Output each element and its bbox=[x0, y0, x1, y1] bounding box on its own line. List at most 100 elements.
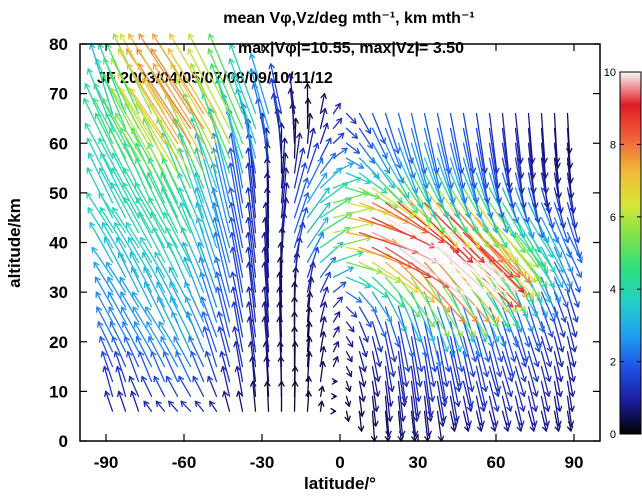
vector-arrow bbox=[148, 336, 166, 368]
vector-arrow bbox=[475, 410, 484, 432]
vector-arrow bbox=[345, 336, 354, 348]
vector-arrow bbox=[332, 311, 341, 323]
y-tick-label: 20 bbox=[49, 333, 68, 352]
vector-arrow bbox=[113, 351, 127, 383]
vector-arrow bbox=[96, 306, 114, 338]
vector-arrow bbox=[436, 127, 454, 189]
vector-arrow bbox=[122, 321, 140, 353]
vector-arrow bbox=[332, 296, 343, 308]
vector-arrow bbox=[278, 122, 285, 174]
vector-arrow bbox=[397, 291, 422, 343]
vector-arrow bbox=[449, 127, 466, 189]
vector-arrow bbox=[183, 256, 205, 308]
vector-arrow bbox=[423, 261, 478, 323]
vector-arrow bbox=[228, 58, 257, 130]
vector-arrow bbox=[540, 410, 549, 432]
vector-arrow bbox=[212, 217, 231, 278]
vector-arrow bbox=[475, 142, 491, 204]
vector-arrow bbox=[98, 336, 114, 368]
vector-arrow bbox=[527, 112, 536, 164]
vector-arrow bbox=[540, 380, 551, 412]
vector-arrow bbox=[423, 291, 449, 353]
vector-arrow bbox=[319, 137, 332, 159]
vector-arrow bbox=[306, 172, 328, 204]
vector-arrow bbox=[306, 187, 330, 219]
vector-arrow bbox=[371, 321, 384, 353]
vector-arrow bbox=[345, 112, 357, 125]
vector-arrow bbox=[553, 217, 573, 259]
vector-arrow bbox=[331, 393, 337, 400]
vector-arrow bbox=[371, 187, 416, 219]
vector-arrow bbox=[358, 291, 378, 313]
vector-arrow bbox=[345, 321, 355, 333]
vector-arrow bbox=[345, 157, 365, 169]
vector-arrow bbox=[120, 306, 140, 338]
vector-arrow bbox=[514, 380, 526, 412]
vector-arrow bbox=[449, 172, 479, 234]
vector-arrow bbox=[553, 351, 564, 383]
vector-arrow bbox=[488, 202, 526, 254]
vector-arrow bbox=[306, 217, 329, 249]
vector-arrow bbox=[344, 410, 351, 422]
vector-arrow bbox=[449, 112, 465, 174]
vector-arrow bbox=[112, 33, 153, 115]
vector-arrow bbox=[449, 380, 460, 422]
vector-arrow bbox=[101, 221, 127, 264]
vector-arrow bbox=[501, 157, 516, 209]
vector-arrow bbox=[527, 142, 537, 194]
vector-arrow bbox=[214, 256, 231, 308]
vector-arrow bbox=[449, 395, 459, 427]
vector-arrow bbox=[187, 48, 231, 130]
vector-arrow bbox=[304, 83, 311, 115]
vector-arrow bbox=[553, 276, 569, 308]
vector-arrow bbox=[195, 202, 218, 264]
vector-arrow bbox=[160, 172, 192, 234]
vector-arrow bbox=[319, 107, 328, 130]
vector-arrow bbox=[397, 246, 466, 298]
vector-arrow bbox=[150, 351, 166, 383]
x-axis-ticks: -90 -60 -30 0 30 60 90 bbox=[94, 44, 583, 472]
vector-arrow bbox=[501, 127, 513, 189]
vector-arrow bbox=[358, 112, 372, 134]
vector-arrow bbox=[119, 33, 166, 115]
vector-arrow bbox=[384, 380, 393, 422]
vector-arrow bbox=[527, 395, 538, 427]
vector-arrow bbox=[181, 241, 205, 293]
vector-arrow bbox=[423, 127, 442, 189]
vector-arrow bbox=[371, 291, 393, 323]
vector-arrow bbox=[332, 281, 347, 293]
vector-arrow bbox=[98, 137, 127, 189]
vector-arrow bbox=[358, 261, 401, 284]
vector-arrow bbox=[553, 291, 567, 323]
vector-arrow bbox=[358, 380, 366, 402]
vector-arrow bbox=[501, 365, 514, 397]
vector-arrow bbox=[462, 127, 478, 189]
vector-arrow bbox=[566, 410, 574, 432]
vector-arrow bbox=[109, 321, 127, 353]
y-tick-label: 30 bbox=[49, 283, 68, 302]
vector-arrow bbox=[209, 400, 218, 412]
vector-arrow bbox=[227, 147, 244, 219]
vector-arrow bbox=[488, 410, 497, 432]
vector-arrow bbox=[114, 221, 140, 264]
vector-arrow bbox=[222, 390, 231, 412]
vector-arrow bbox=[384, 276, 420, 318]
vector-arrow bbox=[384, 187, 431, 229]
vector-arrow bbox=[436, 291, 462, 353]
vector-arrow bbox=[475, 157, 494, 219]
vector-arrow bbox=[462, 365, 474, 407]
vector-arrow bbox=[384, 395, 392, 437]
vector-arrow bbox=[112, 207, 140, 249]
vector-arrow bbox=[305, 375, 312, 397]
vector-arrow bbox=[423, 157, 449, 219]
vector-arrow bbox=[97, 321, 114, 353]
vector-arrow bbox=[566, 395, 575, 427]
vector-arrow bbox=[475, 321, 491, 363]
vector-arrow bbox=[207, 48, 244, 130]
vector-arrow bbox=[423, 142, 444, 204]
vector-arrow bbox=[344, 395, 352, 407]
vector-arrow bbox=[475, 380, 487, 412]
vector-arrow bbox=[216, 311, 231, 353]
vector-arrow bbox=[280, 137, 288, 189]
vector-arrow bbox=[397, 395, 406, 437]
